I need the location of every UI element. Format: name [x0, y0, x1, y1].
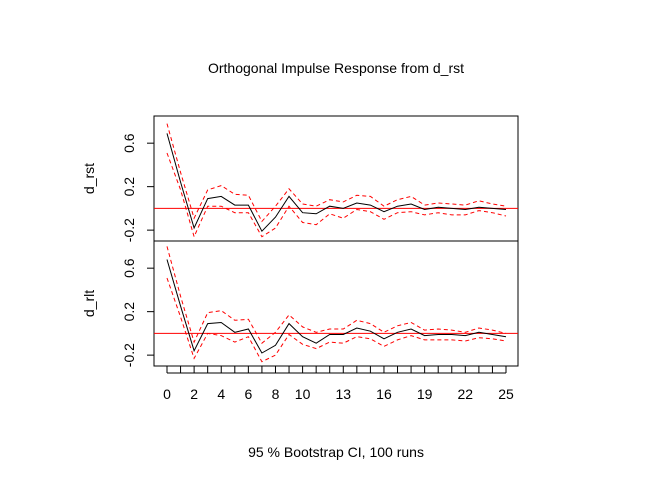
panels-group: -0.2 0.2 0.6 d_rst -0.2 0.2 0.6 d_rlt	[81, 115, 519, 367]
x-tick-label: 10	[295, 386, 311, 402]
x-tick-label: 25	[498, 386, 514, 402]
y-tick-label: 0.2	[121, 177, 137, 197]
panel-frame	[153, 240, 519, 367]
panel-d_rlt: -0.2 0.2 0.6 d_rlt	[81, 240, 519, 367]
panel-frame	[153, 115, 519, 242]
series-upper-line	[166, 246, 507, 344]
y-tick-label: 0.6	[121, 258, 137, 278]
x-tick-label: 22	[458, 386, 474, 402]
chart-title: Orthogonal Impulse Response from d_rst	[208, 60, 464, 76]
y-tick-label: -0.2	[121, 218, 137, 242]
y-tick-label: 0.2	[121, 302, 137, 322]
y-tick-label: 0.6	[121, 133, 137, 153]
x-tick-label: 16	[376, 386, 392, 402]
series-lower-line	[166, 152, 507, 239]
x-axis-label: 95 % Bootstrap CI, 100 runs	[248, 444, 424, 460]
series-response-line	[166, 133, 507, 233]
x-tick-label: 0	[163, 386, 171, 402]
series-response-line	[166, 259, 507, 354]
panel-d_rst: -0.2 0.2 0.6 d_rst	[81, 115, 519, 242]
x-axis: 0 2 4 6 8 10 13 16 19 22 25	[163, 366, 514, 402]
x-tick-label: 6	[244, 386, 252, 402]
y-tick-label: -0.2	[121, 343, 137, 367]
y-axis-label: d_rst	[81, 163, 97, 194]
series-upper-line	[166, 123, 507, 223]
x-tick-label: 8	[272, 386, 280, 402]
x-tick-label: 13	[335, 386, 351, 402]
x-tick-label: 2	[190, 386, 198, 402]
x-tick-label: 4	[217, 386, 225, 402]
series-lower-line	[166, 277, 507, 363]
y-axis-label: d_rlt	[81, 290, 97, 317]
x-tick-label: 19	[417, 386, 433, 402]
